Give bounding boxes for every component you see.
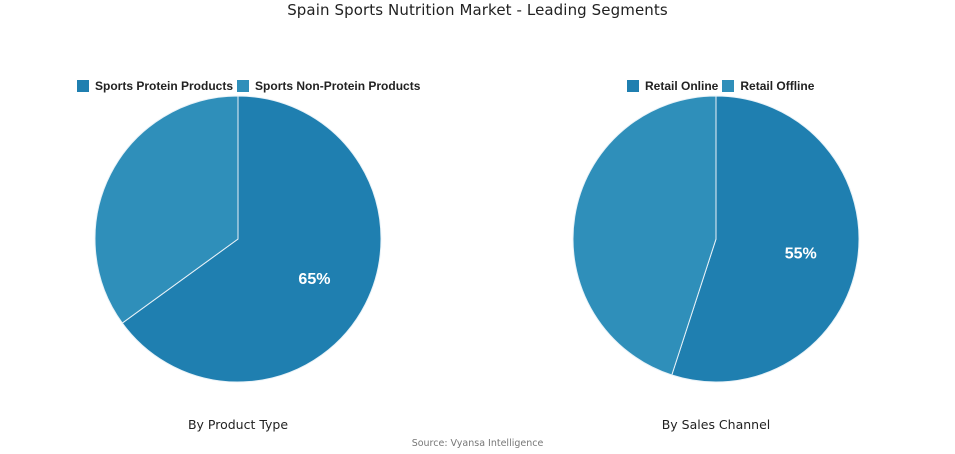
- legend-product-type: Sports Protein Products Sports Non-Prote…: [77, 79, 424, 93]
- legend-item-sports-non-protein[interactable]: Sports Non-Protein Products: [237, 79, 420, 93]
- legend-item-sports-protein[interactable]: Sports Protein Products: [77, 79, 233, 93]
- legend-swatch-icon: [722, 80, 735, 92]
- legend-item-retail-offline[interactable]: Retail Offline: [722, 79, 814, 93]
- pie-data-label: 65%: [298, 271, 330, 288]
- pie-slice-retail-online[interactable]: [671, 95, 860, 383]
- legend-label: Sports Non-Protein Products: [255, 79, 421, 93]
- legend-swatch-icon: [627, 80, 639, 92]
- pie-slice-retail-offline[interactable]: [572, 95, 717, 376]
- caption-sales-channel: By Sales Channel: [661, 417, 771, 432]
- pie-sales-channel: 55%: [572, 95, 860, 383]
- legend-swatch-icon: [237, 80, 250, 92]
- legend-label: Sports Protein Products: [95, 79, 234, 93]
- chart-title: Spain Sports Nutrition Market - Leading …: [287, 1, 668, 19]
- pie-slice-sports-non-protein-products[interactable]: [94, 95, 239, 324]
- caption-product-type: By Product Type: [187, 417, 289, 432]
- source-note: Source: Vyansa Intelligence: [411, 438, 544, 449]
- legend-label: Retail Online: [645, 79, 719, 93]
- legend-sales-channel: Retail Online Retail Offline: [627, 79, 818, 93]
- pie-slice-sports-protein-products[interactable]: [121, 95, 382, 383]
- legend-item-retail-online[interactable]: Retail Online: [627, 79, 718, 93]
- pie-data-label: 55%: [785, 245, 817, 262]
- legend-swatch-icon: [77, 80, 89, 92]
- legend-label: Retail Offline: [740, 79, 815, 93]
- pie-product-type: 65%: [94, 95, 382, 383]
